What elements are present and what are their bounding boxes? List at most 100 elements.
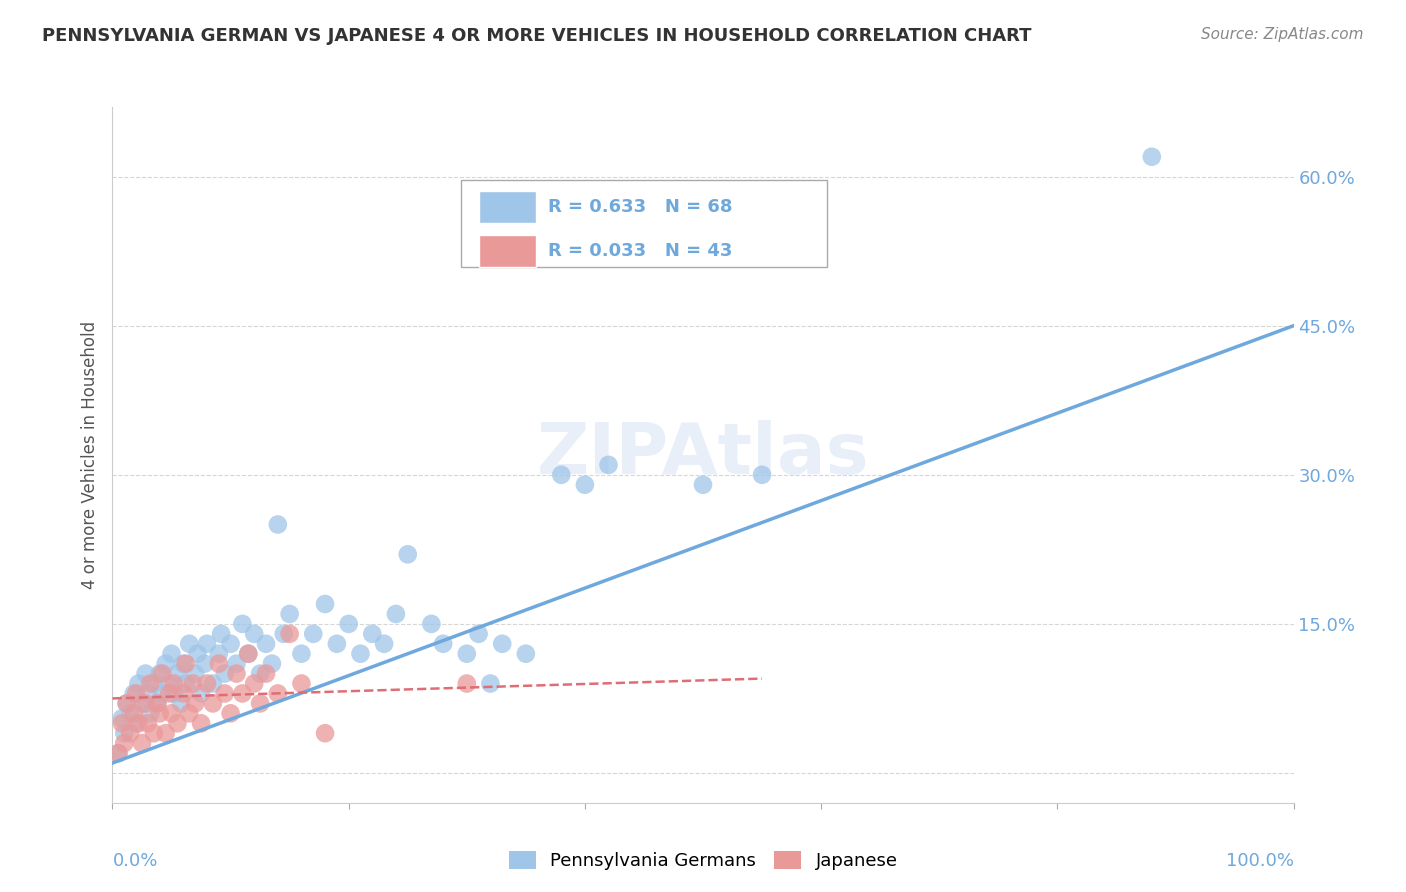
Point [243,627,266,641]
Point [155,657,177,671]
FancyBboxPatch shape [461,180,827,267]
FancyBboxPatch shape [478,235,537,267]
Point [249,666,271,681]
Point [385,607,408,621]
Point [225,666,247,681]
Text: R = 0.633   N = 68: R = 0.633 N = 68 [548,197,733,216]
Point [150,666,173,681]
Point [515,647,537,661]
Point [142,726,165,740]
Point [479,676,502,690]
Point [361,627,384,641]
Point [420,616,443,631]
Point [219,637,242,651]
Point [160,706,183,721]
Point [179,706,201,721]
Point [302,627,325,641]
Point [254,666,277,681]
Point [112,736,135,750]
Point [149,706,172,721]
Point [142,676,165,690]
Point [111,711,134,725]
Point [163,686,186,700]
Y-axis label: 4 or more Vehicles in Household: 4 or more Vehicles in Household [80,321,98,589]
Point [146,697,169,711]
Point [491,637,513,651]
Text: ZIPAtlas: ZIPAtlas [537,420,869,490]
FancyBboxPatch shape [478,191,537,222]
Point [115,697,138,711]
Point [337,616,360,631]
Point [139,706,162,721]
Point [201,676,224,690]
Point [112,726,135,740]
Point [135,666,157,681]
Point [131,697,153,711]
Point [243,676,266,690]
Point [314,726,336,740]
Point [174,676,197,690]
Point [574,477,596,491]
Point [396,547,419,561]
Point [131,736,153,750]
Point [349,647,371,661]
Point [267,686,290,700]
Point [209,627,232,641]
Point [120,726,142,740]
Point [214,686,236,700]
Point [260,657,283,671]
Point [150,686,173,700]
Point [166,716,188,731]
Text: Source: ZipAtlas.com: Source: ZipAtlas.com [1201,27,1364,42]
Point [278,607,301,621]
Point [208,657,231,671]
Point [432,637,454,651]
Point [195,637,218,651]
Point [598,458,620,472]
Point [373,637,395,651]
Point [157,686,180,700]
Point [127,716,149,731]
Point [160,647,183,661]
Point [194,657,217,671]
Point [184,697,207,711]
Point [314,597,336,611]
Point [214,666,236,681]
Point [254,637,277,651]
Point [219,706,242,721]
Point [111,716,134,731]
Point [550,467,572,482]
Point [136,716,159,731]
Point [184,666,207,681]
Point [456,676,478,690]
Point [157,676,180,690]
Point [155,726,177,740]
Point [172,686,194,700]
Point [107,746,129,760]
Point [201,697,224,711]
Text: 100.0%: 100.0% [1226,852,1294,870]
Point [290,647,312,661]
Point [122,706,145,721]
Point [122,686,145,700]
Point [225,657,247,671]
Point [166,666,188,681]
Point [190,686,212,700]
Point [273,627,295,641]
Point [135,697,157,711]
Point [238,647,260,661]
Point [149,666,172,681]
Point [125,716,148,731]
Point [208,647,231,661]
Point [238,647,260,661]
Point [186,647,208,661]
Point [174,657,197,671]
Point [290,676,312,690]
Point [170,697,193,711]
Point [107,746,129,760]
Point [125,686,148,700]
Point [136,686,159,700]
Text: PENNSYLVANIA GERMAN VS JAPANESE 4 OR MORE VEHICLES IN HOUSEHOLD CORRELATION CHAR: PENNSYLVANIA GERMAN VS JAPANESE 4 OR MOR… [42,27,1032,45]
Point [195,676,218,690]
Point [120,706,142,721]
